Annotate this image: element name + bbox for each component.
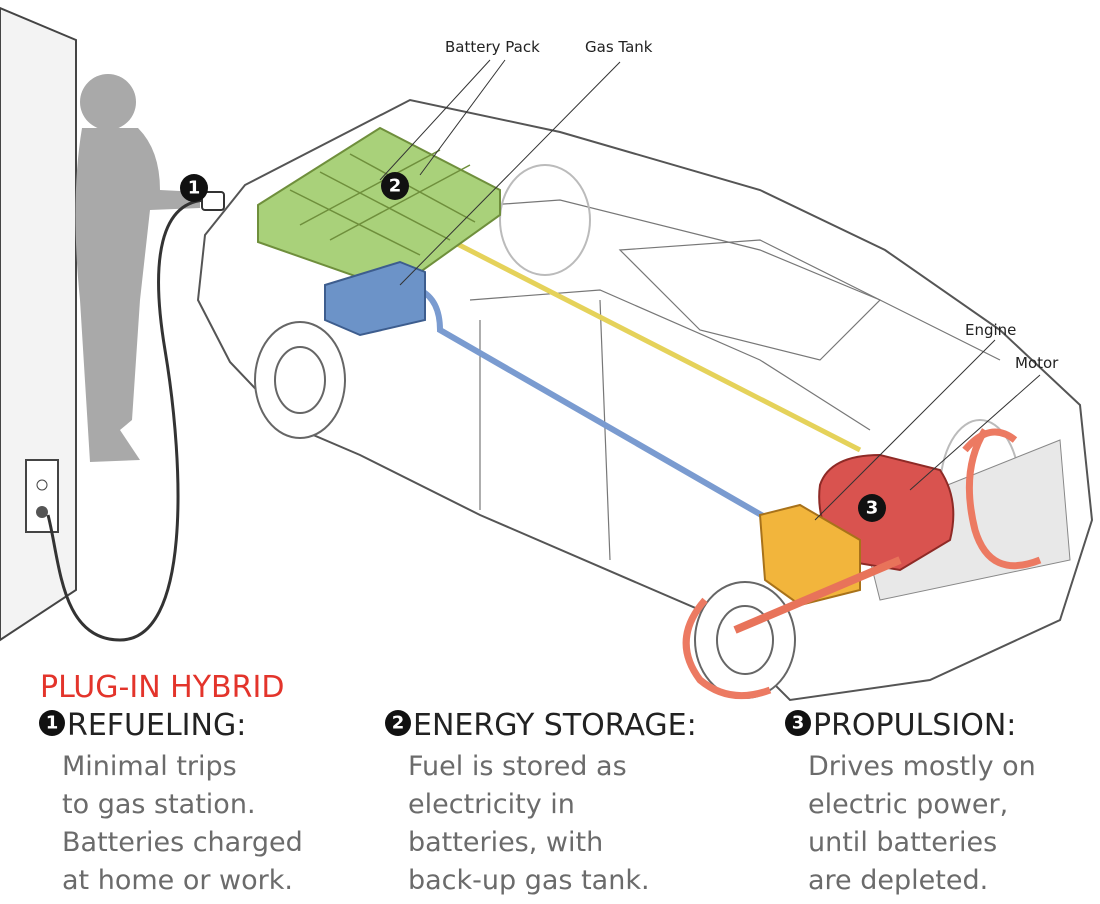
marker: 3 [866,498,879,519]
section-text: Minimal trips [62,751,237,782]
callout-label: Engine [965,321,1016,339]
section-marker [39,710,65,736]
outlet [25,459,59,533]
gas-tank [324,260,426,337]
markers: 1 2 3 [180,172,886,522]
section-text: back-up gas tank. [408,865,650,896]
callouts: Battery Pack Gas Tank Engine Motor [445,38,1059,372]
section-text: are depleted. [808,865,988,896]
section-text: batteries, with [408,827,603,858]
section-text: electric power, [808,789,1008,820]
section-number: 1 [46,713,59,734]
section-text: electricity in [408,789,575,820]
section-text: Drives mostly on [808,751,1036,782]
section-text: until batteries [808,827,997,858]
section-heading: ENERGY STORAGE: [413,708,697,743]
section-number: 3 [792,713,805,734]
section-text: Fuel is stored as [408,751,627,782]
wheels [254,164,1021,699]
car-roof [618,239,882,361]
car-lines [419,199,1001,561]
section-text: Batteries charged [62,827,303,858]
engine [758,503,861,607]
section-marker [385,710,411,736]
section-marker [785,710,811,736]
marker: 1 [188,178,201,199]
section-text: to gas station. [62,789,256,820]
callout-label: Motor [1015,354,1059,372]
rotation-arrows [682,428,1042,700]
leader-lines [379,59,1041,521]
illustration [0,6,1094,702]
person [75,74,200,462]
plug [201,191,225,211]
marker: 2 [389,176,402,197]
wall [0,6,77,642]
power-line [428,227,862,453]
section-text: at home or work. [62,865,293,896]
sections: 1 REFUELING: Minimal trips to gas station. B… [39,708,1036,896]
title: PLUG-IN HYBRID [40,670,284,705]
section-heading: PROPULSION: [813,708,1016,743]
cord [46,198,209,642]
callout-label: Gas Tank [585,38,653,56]
section-number: 2 [392,713,405,734]
battery-pack [257,126,501,292]
section-heading: REFUELING: [67,708,246,743]
drive-shaft [733,556,902,634]
callout-label: Battery Pack [445,38,540,56]
